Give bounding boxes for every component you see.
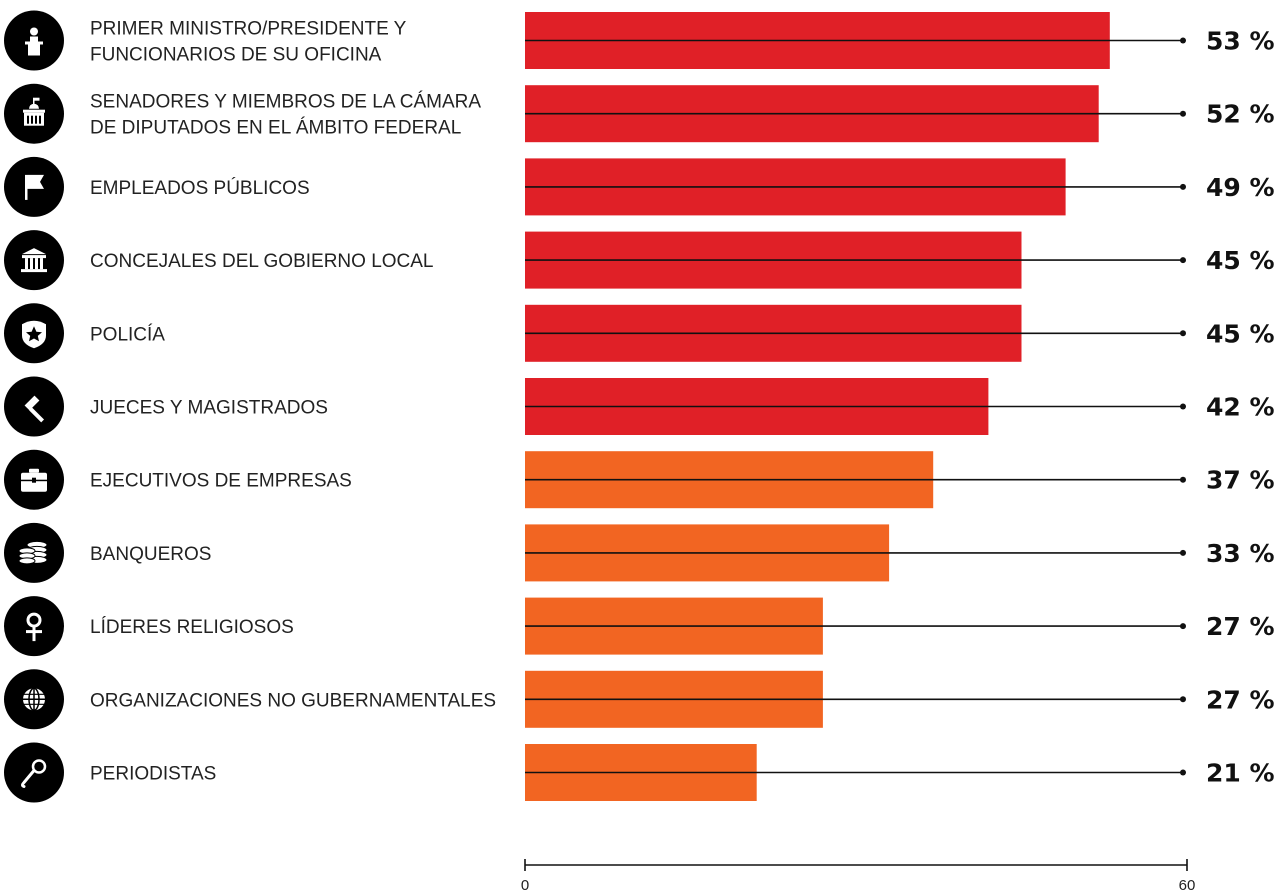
leader-dot <box>1180 549 1186 556</box>
leader-dot <box>1180 183 1186 190</box>
microphone-icon <box>4 742 64 803</box>
value-label: 27 % <box>1206 612 1275 641</box>
value-label: 45 % <box>1206 319 1275 348</box>
chart-row: EJECUTIVOS DE EMPRESAS 37 % <box>4 449 1275 510</box>
x-tick-label: 0 <box>521 877 529 894</box>
value-label: 33 % <box>1206 539 1275 568</box>
category-label-line: ORGANIZACIONES NO GUBERNAMENTALES <box>90 690 496 711</box>
leader-dot <box>1180 330 1186 337</box>
category-label-line: DE DIPUTADOS EN EL ÁMBITO FEDERAL <box>90 118 461 139</box>
category-label: BANQUEROS <box>90 544 211 565</box>
value-label: 42 % <box>1206 393 1275 422</box>
chart-row: PRIMER MINISTRO/PRESIDENTE Y FUNCIONARIOS… <box>4 10 1275 71</box>
chart-row: POLICÍA 45 % <box>4 303 1275 364</box>
chart-row: CONCEJALES DEL GOBIERNO LOCAL 45 % <box>4 230 1275 291</box>
podium-icon <box>4 10 64 71</box>
value-label: 21 % <box>1206 759 1275 788</box>
capitol-icon <box>4 83 64 144</box>
category-label-line: CONCEJALES DEL GOBIERNO LOCAL <box>90 251 434 272</box>
flag-icon <box>4 156 64 217</box>
category-label: PERIODISTAS <box>90 764 216 785</box>
category-label-line: BANQUEROS <box>90 544 211 565</box>
value-label: 49 % <box>1206 173 1275 202</box>
gavel-icon <box>4 376 64 437</box>
value-label: 37 % <box>1206 466 1275 495</box>
category-label-line: PERIODISTAS <box>90 764 216 785</box>
chart-row: JUECES Y MAGISTRADOS 42 % <box>4 376 1275 437</box>
x-tick-label: 60 <box>1179 877 1196 894</box>
category-label: EJECUTIVOS DE EMPRESAS <box>90 471 352 492</box>
globe-icon <box>4 669 64 730</box>
leader-dot <box>1180 110 1186 117</box>
police-badge-icon <box>4 303 64 364</box>
category-label-line: PRIMER MINISTRO/PRESIDENTE Y <box>90 19 407 40</box>
chart-row: BANQUEROS 33 % <box>4 522 1275 583</box>
category-label-line: POLICÍA <box>90 324 165 345</box>
category-label: PRIMER MINISTRO/PRESIDENTE Y FUNCIONARIOS… <box>90 19 407 66</box>
religion-icon <box>4 596 64 657</box>
leader-dot <box>1180 403 1186 410</box>
category-label-line: EMPLEADOS PÚBLICOS <box>90 177 310 199</box>
briefcase-icon <box>4 449 64 510</box>
category-label: POLICÍA <box>90 324 165 345</box>
chart-row: ORGANIZACIONES NO GUBERNAMENTALES 27 % <box>4 669 1275 730</box>
leader-dot <box>1180 257 1186 264</box>
category-label: ORGANIZACIONES NO GUBERNAMENTALES <box>90 690 496 711</box>
category-label: EMPLEADOS PÚBLICOS <box>90 177 310 199</box>
category-label-line: EJECUTIVOS DE EMPRESAS <box>90 471 352 492</box>
category-label-line: LÍDERES RELIGIOSOS <box>90 617 294 638</box>
x-axis: 0 60 <box>521 859 1196 894</box>
value-label: 53 % <box>1206 27 1275 56</box>
coins-icon <box>4 522 64 583</box>
leader-dot <box>1180 476 1186 483</box>
chart-row: PERIODISTAS 21 % <box>4 742 1275 803</box>
town-hall-icon <box>4 230 64 291</box>
chart-row: SENADORES Y MIEMBROS DE LA CÁMARA DE DIPU… <box>4 83 1275 144</box>
category-label: CONCEJALES DEL GOBIERNO LOCAL <box>90 251 434 272</box>
value-label: 45 % <box>1206 246 1275 275</box>
chart-row: LÍDERES RELIGIOSOS 27 % <box>4 596 1275 657</box>
leader-dot <box>1180 37 1186 44</box>
value-label: 27 % <box>1206 685 1275 714</box>
chart-row: EMPLEADOS PÚBLICOS 49 % <box>4 156 1275 217</box>
category-label-line: SENADORES Y MIEMBROS DE LA CÁMARA <box>90 92 481 113</box>
category-label: JUECES Y MAGISTRADOS <box>90 398 328 419</box>
category-label-line: JUECES Y MAGISTRADOS <box>90 398 328 419</box>
chart-rows: PRIMER MINISTRO/PRESIDENTE Y FUNCIONARIOS… <box>4 10 1275 803</box>
value-label: 52 % <box>1206 100 1275 129</box>
leader-dot <box>1180 769 1186 776</box>
leader-dot <box>1180 623 1186 630</box>
category-label-line: FUNCIONARIOS DE SU OFICINA <box>90 45 382 66</box>
category-label: SENADORES Y MIEMBROS DE LA CÁMARA DE DIPU… <box>90 92 481 139</box>
leader-dot <box>1180 696 1186 703</box>
category-label: LÍDERES RELIGIOSOS <box>90 617 294 638</box>
